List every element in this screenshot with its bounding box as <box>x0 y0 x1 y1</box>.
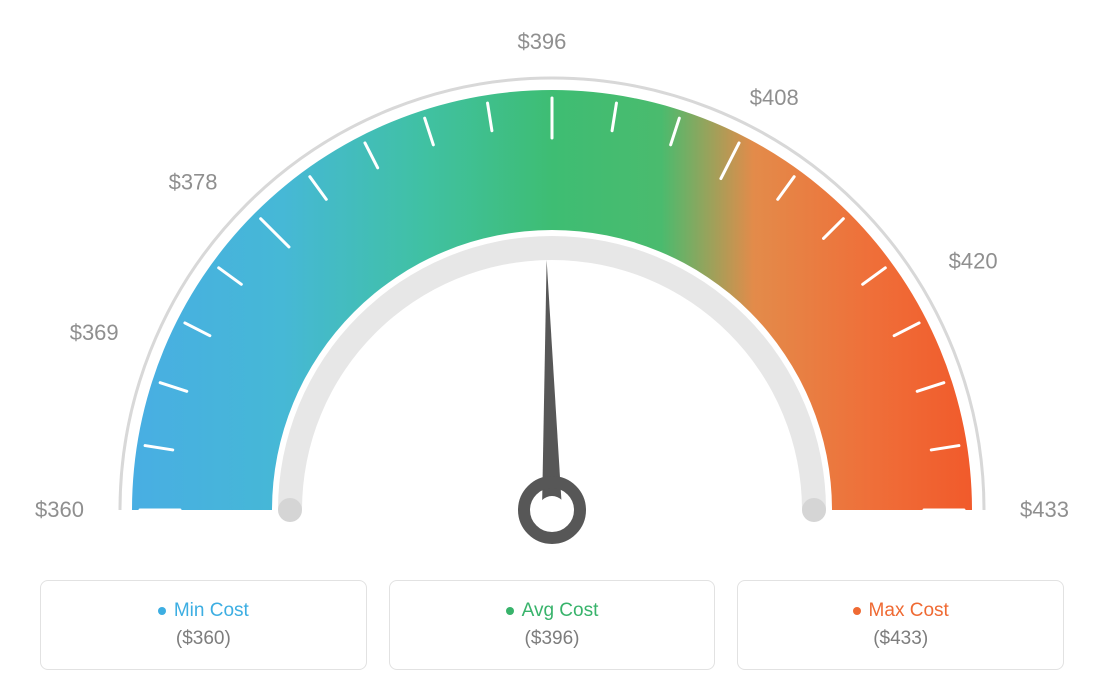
dot-icon <box>853 607 861 615</box>
tick-label: $408 <box>750 85 799 110</box>
gauge-svg: $360 $369 $378 $396 $408 $420 $433 <box>0 0 1104 560</box>
legend-title-avg: Avg Cost <box>506 600 599 622</box>
chart-container: $360 $369 $378 $396 $408 $420 $433 Min Cost ($… <box>0 0 1104 690</box>
legend-row: Min Cost ($360) Avg Cost ($396) Max Cost… <box>0 580 1104 670</box>
gauge-area: $360 $369 $378 $396 $408 $420 $433 <box>0 0 1104 560</box>
needle <box>542 260 562 510</box>
dot-icon <box>158 607 166 615</box>
tick-label: $396 <box>517 29 566 54</box>
legend-title-text: Max Cost <box>869 600 949 622</box>
tick-label: $420 <box>949 249 998 274</box>
legend-value-max: ($433) <box>873 628 928 650</box>
tick-label: $369 <box>70 320 119 345</box>
inner-band-cap <box>802 498 826 522</box>
legend-title-max: Max Cost <box>853 600 949 622</box>
tick-label: $360 <box>35 497 84 522</box>
legend-value-min: ($360) <box>176 628 231 650</box>
legend-card-avg: Avg Cost ($396) <box>389 580 716 670</box>
tick-label: $433 <box>1020 497 1069 522</box>
inner-band-cap <box>278 498 302 522</box>
legend-card-max: Max Cost ($433) <box>737 580 1064 670</box>
legend-title-text: Min Cost <box>174 600 249 622</box>
legend-value-avg: ($396) <box>525 628 580 650</box>
dot-icon <box>506 607 514 615</box>
legend-card-min: Min Cost ($360) <box>40 580 367 670</box>
legend-title-text: Avg Cost <box>522 600 599 622</box>
legend-title-min: Min Cost <box>158 600 249 622</box>
needle-hub-inner <box>538 496 566 524</box>
tick-label: $378 <box>169 170 218 195</box>
